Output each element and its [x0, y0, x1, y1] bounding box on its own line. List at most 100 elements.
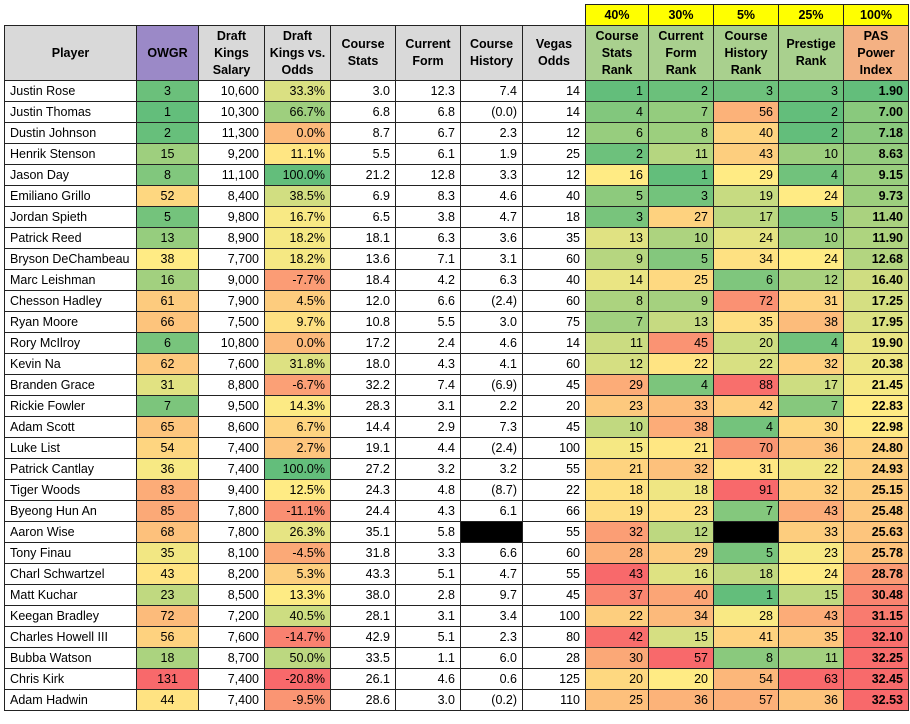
- cell: 38.0: [330, 584, 396, 606]
- cell: 12: [648, 521, 714, 543]
- cell: 23: [136, 584, 199, 606]
- cell: 31.15: [843, 605, 909, 627]
- player-row: Charles Howell III 56 7,600 -14.7% 42.9 5.1 2.…: [4, 626, 909, 648]
- column-header: Draft Kings vs. Odds: [264, 25, 331, 81]
- cell: 35: [522, 227, 586, 249]
- cell: 50.0%: [264, 647, 331, 669]
- cell: 7: [713, 500, 779, 522]
- cell: 14: [522, 101, 586, 123]
- cell: 45: [648, 332, 714, 354]
- cell: 3.2: [460, 458, 523, 480]
- cell: 42: [713, 395, 779, 417]
- cell: 7,400: [198, 668, 265, 690]
- cell: 10.8: [330, 311, 396, 333]
- cell: 25: [522, 143, 586, 165]
- cell: 33.5: [330, 647, 396, 669]
- cell: 18: [648, 479, 714, 501]
- cell: 3: [136, 80, 199, 102]
- player-row: Justin Rose 3 10,600 33.3% 3.0 12.3 7.4 14 1 2 3 3 1…: [4, 80, 909, 102]
- cell: 8,900: [198, 227, 265, 249]
- cell: 11: [778, 647, 844, 669]
- cell: 8,200: [198, 563, 265, 585]
- cell: 10: [585, 416, 649, 438]
- cell: 91: [713, 479, 779, 501]
- cell: 24: [778, 185, 844, 207]
- player-row: Patrick Cantlay 36 7,400 100.0% 27.2 3.2 3.2 55…: [4, 458, 909, 480]
- cell: 8,600: [198, 416, 265, 438]
- cell: 11,300: [198, 122, 265, 144]
- cell: 2: [136, 122, 199, 144]
- cell: 63: [778, 668, 844, 690]
- cell: 60: [522, 542, 586, 564]
- cell: 32.45: [843, 668, 909, 690]
- cell: 66: [136, 311, 199, 333]
- cell: 6.7: [395, 122, 461, 144]
- cell: 29: [648, 542, 714, 564]
- player-name: Rickie Fowler: [4, 395, 137, 417]
- cell: 9,800: [198, 206, 265, 228]
- cell: 32: [648, 458, 714, 480]
- cell: 16.7%: [264, 206, 331, 228]
- player-name: Keegan Bradley: [4, 605, 137, 627]
- cell: 43.3: [330, 563, 396, 585]
- player-row: Jason Day 8 11,100 100.0% 21.2 12.8 3.3 12 16 1 29…: [4, 164, 909, 186]
- cell: 43: [585, 563, 649, 585]
- column-header: Prestige Rank: [778, 25, 844, 81]
- cell: 2.7%: [264, 437, 331, 459]
- player-row: Bryson DeChambeau 38 7,700 18.2% 13.6 7.1 3.1 6…: [4, 248, 909, 270]
- cell: 5: [648, 248, 714, 270]
- cell: 4: [713, 416, 779, 438]
- cell: 9.7%: [264, 311, 331, 333]
- cell: 16: [648, 563, 714, 585]
- player-name: Adam Hadwin: [4, 689, 137, 711]
- cell: 38.5%: [264, 185, 331, 207]
- cell: 2.9: [395, 416, 461, 438]
- cell: 54: [136, 437, 199, 459]
- cell: 22: [778, 458, 844, 480]
- cell: 2: [778, 101, 844, 123]
- cell: 32: [778, 353, 844, 375]
- cell: 6.1: [395, 143, 461, 165]
- player-name: Charl Schwartzel: [4, 563, 137, 585]
- player-row: Ryan Moore 66 7,500 9.7% 10.8 5.5 3.0 75 7 13 35 38…: [4, 311, 909, 333]
- cell: 27.2: [330, 458, 396, 480]
- cell: 38: [648, 416, 714, 438]
- cell: 68: [136, 521, 199, 543]
- cell: 11,100: [198, 164, 265, 186]
- cell: 33.3%: [264, 80, 331, 102]
- cell: 7.3: [460, 416, 523, 438]
- column-header: Vegas Odds: [522, 25, 586, 81]
- player-row: Charl Schwartzel 43 8,200 5.3% 43.3 5.1 4.7 55 4…: [4, 563, 909, 585]
- cell: 3.8: [395, 206, 461, 228]
- cell: 8: [713, 647, 779, 669]
- cell: 12.68: [843, 248, 909, 270]
- cell: 3: [713, 80, 779, 102]
- player-name: Justin Rose: [4, 80, 137, 102]
- cell: 36: [778, 437, 844, 459]
- cell: 0.0%: [264, 332, 331, 354]
- cell: 9,200: [198, 143, 265, 165]
- cell: 3.3: [395, 542, 461, 564]
- player-name: Branden Grace: [4, 374, 137, 396]
- cell: 25.78: [843, 542, 909, 564]
- cell: 1: [585, 80, 649, 102]
- cell: 1: [136, 101, 199, 123]
- cell: 10,300: [198, 101, 265, 123]
- player-name: Adam Scott: [4, 416, 137, 438]
- cell: 6: [713, 269, 779, 291]
- weight: 5%: [713, 4, 779, 26]
- cell: -11.1%: [264, 500, 331, 522]
- cell: 28: [522, 647, 586, 669]
- cell: 3.1: [395, 395, 461, 417]
- cell: 43: [713, 143, 779, 165]
- cell: 2: [648, 80, 714, 102]
- player-name: Emiliano Grillo: [4, 185, 137, 207]
- cell: 31.8: [330, 542, 396, 564]
- cell: 35.1: [330, 521, 396, 543]
- cell: 4.4: [395, 437, 461, 459]
- cell: 14.3%: [264, 395, 331, 417]
- weight: 30%: [648, 4, 714, 26]
- cell: -7.7%: [264, 269, 331, 291]
- cell: 56: [713, 101, 779, 123]
- player-row: Rickie Fowler 7 9,500 14.3% 28.3 3.1 2.2 20 23 33…: [4, 395, 909, 417]
